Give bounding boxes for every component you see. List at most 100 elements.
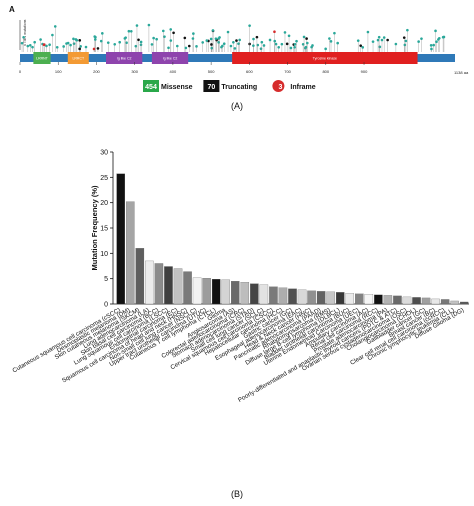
mutation-dot: [380, 38, 384, 42]
bar-15: [250, 283, 259, 305]
mutation-dot: [135, 24, 139, 27]
mutation-dot: [238, 38, 241, 42]
bar-33: [421, 297, 431, 305]
y-tick-label: 0: [104, 302, 108, 309]
y-tick-label: 25: [100, 175, 108, 182]
bar-8: [183, 271, 192, 305]
mutation-dot: [48, 43, 51, 47]
domain-label-4: Tyrosine kinase: [313, 57, 337, 61]
legend-count-0: 454: [145, 84, 157, 91]
mutation-dot: [235, 39, 238, 42]
domain-label-0: LRRNT: [36, 57, 49, 61]
protein-domains: LRRNT LRRCT Ig like C2 Ig like C2 Tyrosine k…: [33, 52, 418, 64]
mutation-dot: [301, 43, 305, 46]
position-axis: 0 100 200 300 400 500 600 700 800 900: [19, 62, 368, 74]
mutation-dot: [79, 45, 82, 48]
mutation-dot: [302, 35, 306, 39]
mutation-dot: [69, 43, 72, 47]
bar-37: [460, 301, 469, 305]
mutation-dot: [324, 47, 327, 51]
mutation-dot: [195, 45, 198, 48]
mutation-dot: [211, 29, 215, 32]
mutation-dot: [169, 39, 173, 42]
legend-swatch-0: [143, 80, 159, 92]
domain-0: [33, 52, 51, 64]
mutation-dot: [420, 37, 423, 40]
mutation-dot: [305, 37, 308, 40]
mutation-dot: [437, 36, 441, 40]
mutation-dot: [28, 43, 32, 47]
mutation-dot: [210, 46, 214, 50]
mutation-dot: [53, 25, 57, 28]
mutation-dot: [336, 41, 339, 45]
mutation-dot: [237, 42, 240, 45]
lollipop-ylabel: # TIE1 mutations: [23, 19, 27, 46]
legend-label-2: Inframe: [290, 84, 315, 91]
mutation-dot: [274, 42, 278, 46]
mutation-dot: [96, 47, 100, 50]
mutation-dot: [435, 40, 438, 43]
y-tick-label: 5: [104, 276, 108, 283]
mutation-dot: [217, 41, 220, 44]
mutation-dot: [155, 37, 158, 41]
bar-6: [164, 266, 173, 305]
mutation-dot: [65, 42, 68, 45]
bar-19: [288, 288, 297, 305]
mutation-dot: [118, 40, 121, 44]
mutation-dot: [268, 38, 272, 42]
position-tick-label: 100: [55, 69, 62, 74]
mutation-dot: [304, 45, 308, 49]
bar-17: [269, 286, 278, 305]
domain-4: [232, 52, 418, 64]
bar-10: [202, 278, 211, 305]
bar-30: [393, 295, 402, 305]
mutation-dot: [255, 35, 259, 39]
mutation-dot: [106, 41, 110, 44]
mutation-dot: [262, 44, 266, 47]
position-tick-label: 500: [208, 69, 215, 74]
mutation-dot: [218, 36, 221, 39]
mutation-dot: [183, 36, 187, 40]
mutation-dot: [382, 36, 386, 39]
mutation-dot: [293, 45, 296, 49]
mutation-dot: [39, 38, 42, 41]
mutation-dot: [129, 30, 133, 33]
mutation-dot: [169, 28, 173, 31]
mutation-dot: [356, 39, 360, 42]
bar-12: [221, 279, 230, 305]
domain-label-1: LRRCT: [72, 57, 85, 61]
lollipop-panel: A # TIE1 mutations LRRNT LRRCT Ig like C2 I…: [9, 5, 469, 111]
mutation-dot: [233, 47, 237, 50]
domain-2: [106, 52, 143, 64]
mutation-dot: [361, 46, 365, 49]
mutation-dot: [273, 39, 277, 43]
y-tick-label: 30: [100, 150, 108, 157]
bar-11: [211, 279, 221, 305]
mutation-dot: [359, 44, 362, 47]
mutation-dot: [280, 42, 284, 46]
bar-27: [364, 294, 374, 305]
legend-label-0: Missense: [161, 84, 193, 91]
mutation-dot: [101, 32, 104, 35]
position-tick-label: 600: [246, 69, 253, 74]
mutation-dot: [93, 35, 96, 38]
mutation-dot: [295, 39, 298, 43]
bar-3: [135, 248, 145, 305]
bar-4: [145, 260, 154, 305]
mutation-dot: [273, 30, 276, 34]
mutation-dot: [394, 42, 398, 46]
domain-label-3: Ig like C2: [163, 57, 178, 61]
bar-29: [383, 295, 393, 305]
mutation-dot: [205, 39, 209, 42]
mutation-dot: [283, 31, 287, 34]
mutation-dot: [221, 44, 224, 48]
mutation-dot: [99, 39, 103, 43]
mutation-dot: [306, 41, 309, 45]
legend-swatch-2: [272, 80, 285, 92]
mutation-dot: [124, 36, 127, 39]
mutation-dot: [162, 29, 165, 33]
bar-9: [192, 277, 202, 305]
mutation-dot: [328, 37, 331, 40]
mutation-dot: [127, 29, 131, 33]
